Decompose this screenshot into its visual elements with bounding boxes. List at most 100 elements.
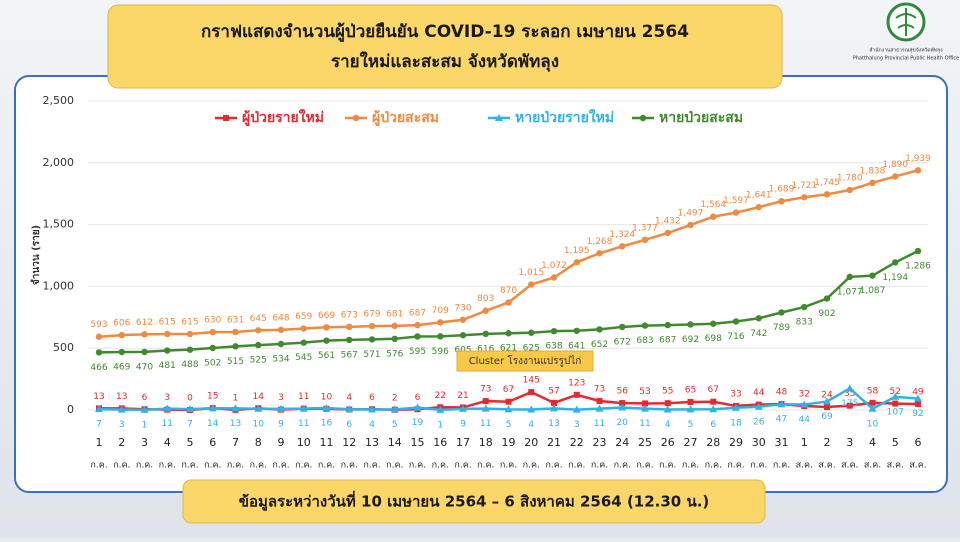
data-label: 1,432: [655, 217, 681, 227]
y-tick-label: 2,000: [43, 156, 75, 169]
x-group-label: ก.ค.: [363, 461, 380, 471]
data-label: 7: [96, 420, 102, 430]
marker: [436, 405, 445, 413]
data-label: 92: [912, 409, 923, 419]
data-label: 53: [639, 387, 650, 397]
data-label: 11: [298, 419, 309, 429]
marker: [823, 295, 831, 302]
data-label: 1,077: [837, 287, 863, 297]
marker: [573, 327, 580, 334]
x-tick-label: 1: [801, 436, 808, 449]
data-label: 730: [454, 303, 471, 313]
data-label: 18: [730, 418, 742, 428]
data-label: 638: [545, 342, 562, 352]
marker: [346, 336, 353, 344]
marker: [277, 326, 285, 334]
data-label: 1,268: [587, 237, 613, 247]
data-label: 13: [548, 419, 559, 429]
data-label: 57: [548, 386, 559, 396]
data-label: 15: [207, 392, 218, 402]
x-tick-label: 16: [433, 436, 447, 449]
data-label: 3: [574, 420, 580, 430]
marker: [118, 348, 125, 356]
data-label: 1,195: [564, 246, 590, 256]
marker: [641, 236, 649, 244]
marker: [505, 330, 512, 337]
marker: [459, 332, 467, 339]
marker: [323, 337, 330, 344]
marker: [710, 213, 717, 220]
data-label: 6: [369, 393, 375, 403]
data-label: 1,641: [746, 191, 772, 201]
marker: [845, 384, 854, 392]
data-label: 48: [776, 388, 788, 398]
data-label: 596: [432, 347, 449, 357]
marker: [868, 404, 877, 412]
legend-label: หายป่วยรายใหม่: [515, 108, 614, 126]
data-label: 69: [821, 412, 833, 422]
data-label: 1,377: [632, 223, 658, 233]
x-group-label: ก.ค.: [750, 461, 767, 471]
marker: [846, 273, 853, 281]
data-label: 488: [181, 360, 198, 370]
data-label: 20: [617, 418, 629, 428]
x-group-label: ก.ค.: [181, 461, 198, 471]
x-tick-label: 5: [187, 436, 194, 449]
marker: [482, 330, 489, 338]
data-label: 525: [250, 356, 267, 366]
data-label: 11: [162, 419, 173, 429]
legend-label: ผู้ป่วยสะสม: [372, 110, 439, 126]
y-tick-label: 1,500: [43, 218, 75, 231]
marker: [710, 398, 717, 405]
marker: [482, 397, 489, 404]
data-label: 645: [250, 314, 267, 324]
data-label: 683: [636, 336, 653, 346]
data-label: 16: [321, 419, 333, 429]
data-label: 13: [116, 392, 127, 402]
marker: [208, 404, 217, 412]
x-group-label: ก.ค.: [773, 461, 790, 471]
data-label: 576: [386, 349, 403, 359]
logo-mark: [895, 8, 917, 36]
marker: [95, 405, 103, 413]
data-label: 833: [796, 318, 813, 328]
data-label: 630: [204, 316, 221, 326]
marker: [481, 404, 490, 412]
title: กราฟแสดงจำนวนผู้ป่วยยืนยัน COVID-19 ระลอ…: [201, 21, 689, 43]
marker: [232, 343, 239, 350]
marker: [209, 344, 216, 352]
x-tick-label: 27: [684, 436, 698, 449]
plot: 0 500 1,000 1,500 2,000 2,500 1 ก.ค. 2 ก.ค. 3 ก.ค. 4…: [43, 94, 932, 471]
marker: [505, 398, 512, 405]
marker: [551, 399, 557, 406]
footer-box: [182, 479, 766, 524]
data-label: 469: [113, 363, 130, 373]
x-group-label: ก.ค.: [659, 461, 676, 471]
data-label: 803: [477, 294, 494, 304]
data-label: 595: [409, 347, 426, 357]
marker: [823, 397, 831, 405]
data-label: 1,745: [814, 178, 840, 188]
data-label: 709: [432, 306, 449, 316]
x-group-label: ก.ค.: [614, 461, 631, 471]
data-label: 44: [799, 415, 811, 425]
data-label: 14: [253, 392, 265, 402]
marker: [800, 400, 809, 408]
marker: [528, 389, 535, 396]
data-label: 4: [369, 420, 375, 430]
x-tick-label: 15: [411, 436, 425, 449]
subtitle: รายใหม่และสะสม จังหวัดพัทลุง: [331, 51, 559, 72]
marker: [141, 348, 148, 356]
marker: [164, 330, 171, 338]
marker: [642, 400, 648, 407]
data-label: 7: [187, 420, 193, 430]
x-tick-label: 6: [915, 436, 922, 449]
x-tick-label: 18: [479, 436, 493, 449]
marker: [413, 403, 422, 411]
marker: [824, 404, 830, 411]
data-label: 9: [460, 419, 466, 429]
data-label: 33: [730, 389, 741, 399]
x-tick-label: 3: [141, 436, 148, 449]
data-label: 1,072: [541, 261, 567, 271]
data-label: 612: [136, 318, 153, 328]
